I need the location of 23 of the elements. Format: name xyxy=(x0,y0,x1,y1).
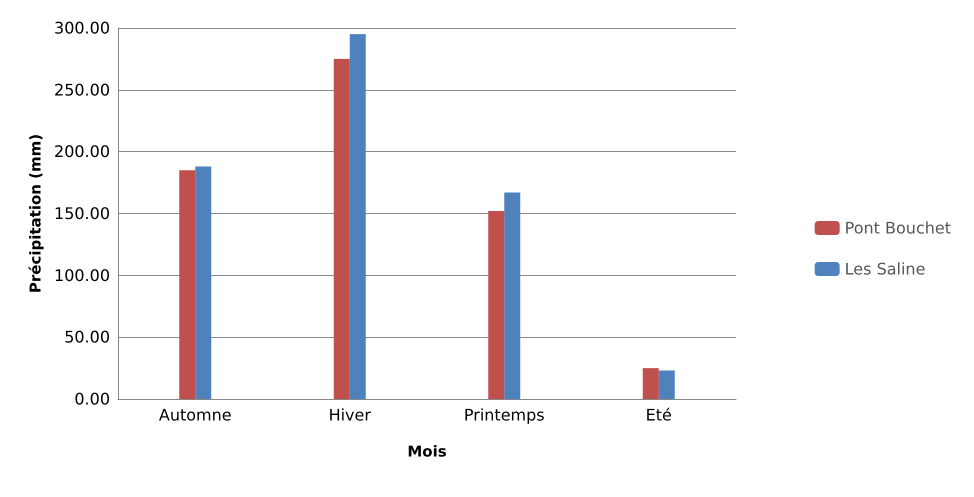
y-tick-label: 0.00 xyxy=(74,390,110,408)
x-axis-title: Mois xyxy=(407,442,447,460)
y-axis-title: Précipitation (mm) xyxy=(26,134,45,294)
bar xyxy=(488,211,504,399)
y-tick-label: 50.00 xyxy=(64,328,110,347)
y-tick-label: 150.00 xyxy=(54,204,110,223)
x-tick-label: Eté xyxy=(646,406,672,424)
y-tick-label: 100.00 xyxy=(54,266,110,285)
y-tick-label: 250.00 xyxy=(54,80,110,100)
legend-label: Les Saline xyxy=(844,260,926,278)
y-tick-label: 300.00 xyxy=(54,18,110,38)
bar xyxy=(658,370,675,399)
bar xyxy=(504,192,520,399)
bar xyxy=(195,166,212,399)
x-tick-label: Automne xyxy=(158,406,232,424)
bar xyxy=(334,58,350,399)
bar xyxy=(179,170,196,399)
bar xyxy=(350,34,366,399)
bar xyxy=(642,368,659,399)
y-tick-label: 200.00 xyxy=(54,142,110,162)
x-tick-label: Printemps xyxy=(464,406,545,424)
x-tick-label: Hiver xyxy=(328,406,372,424)
legend-label: Pont Bouchet xyxy=(844,218,951,238)
